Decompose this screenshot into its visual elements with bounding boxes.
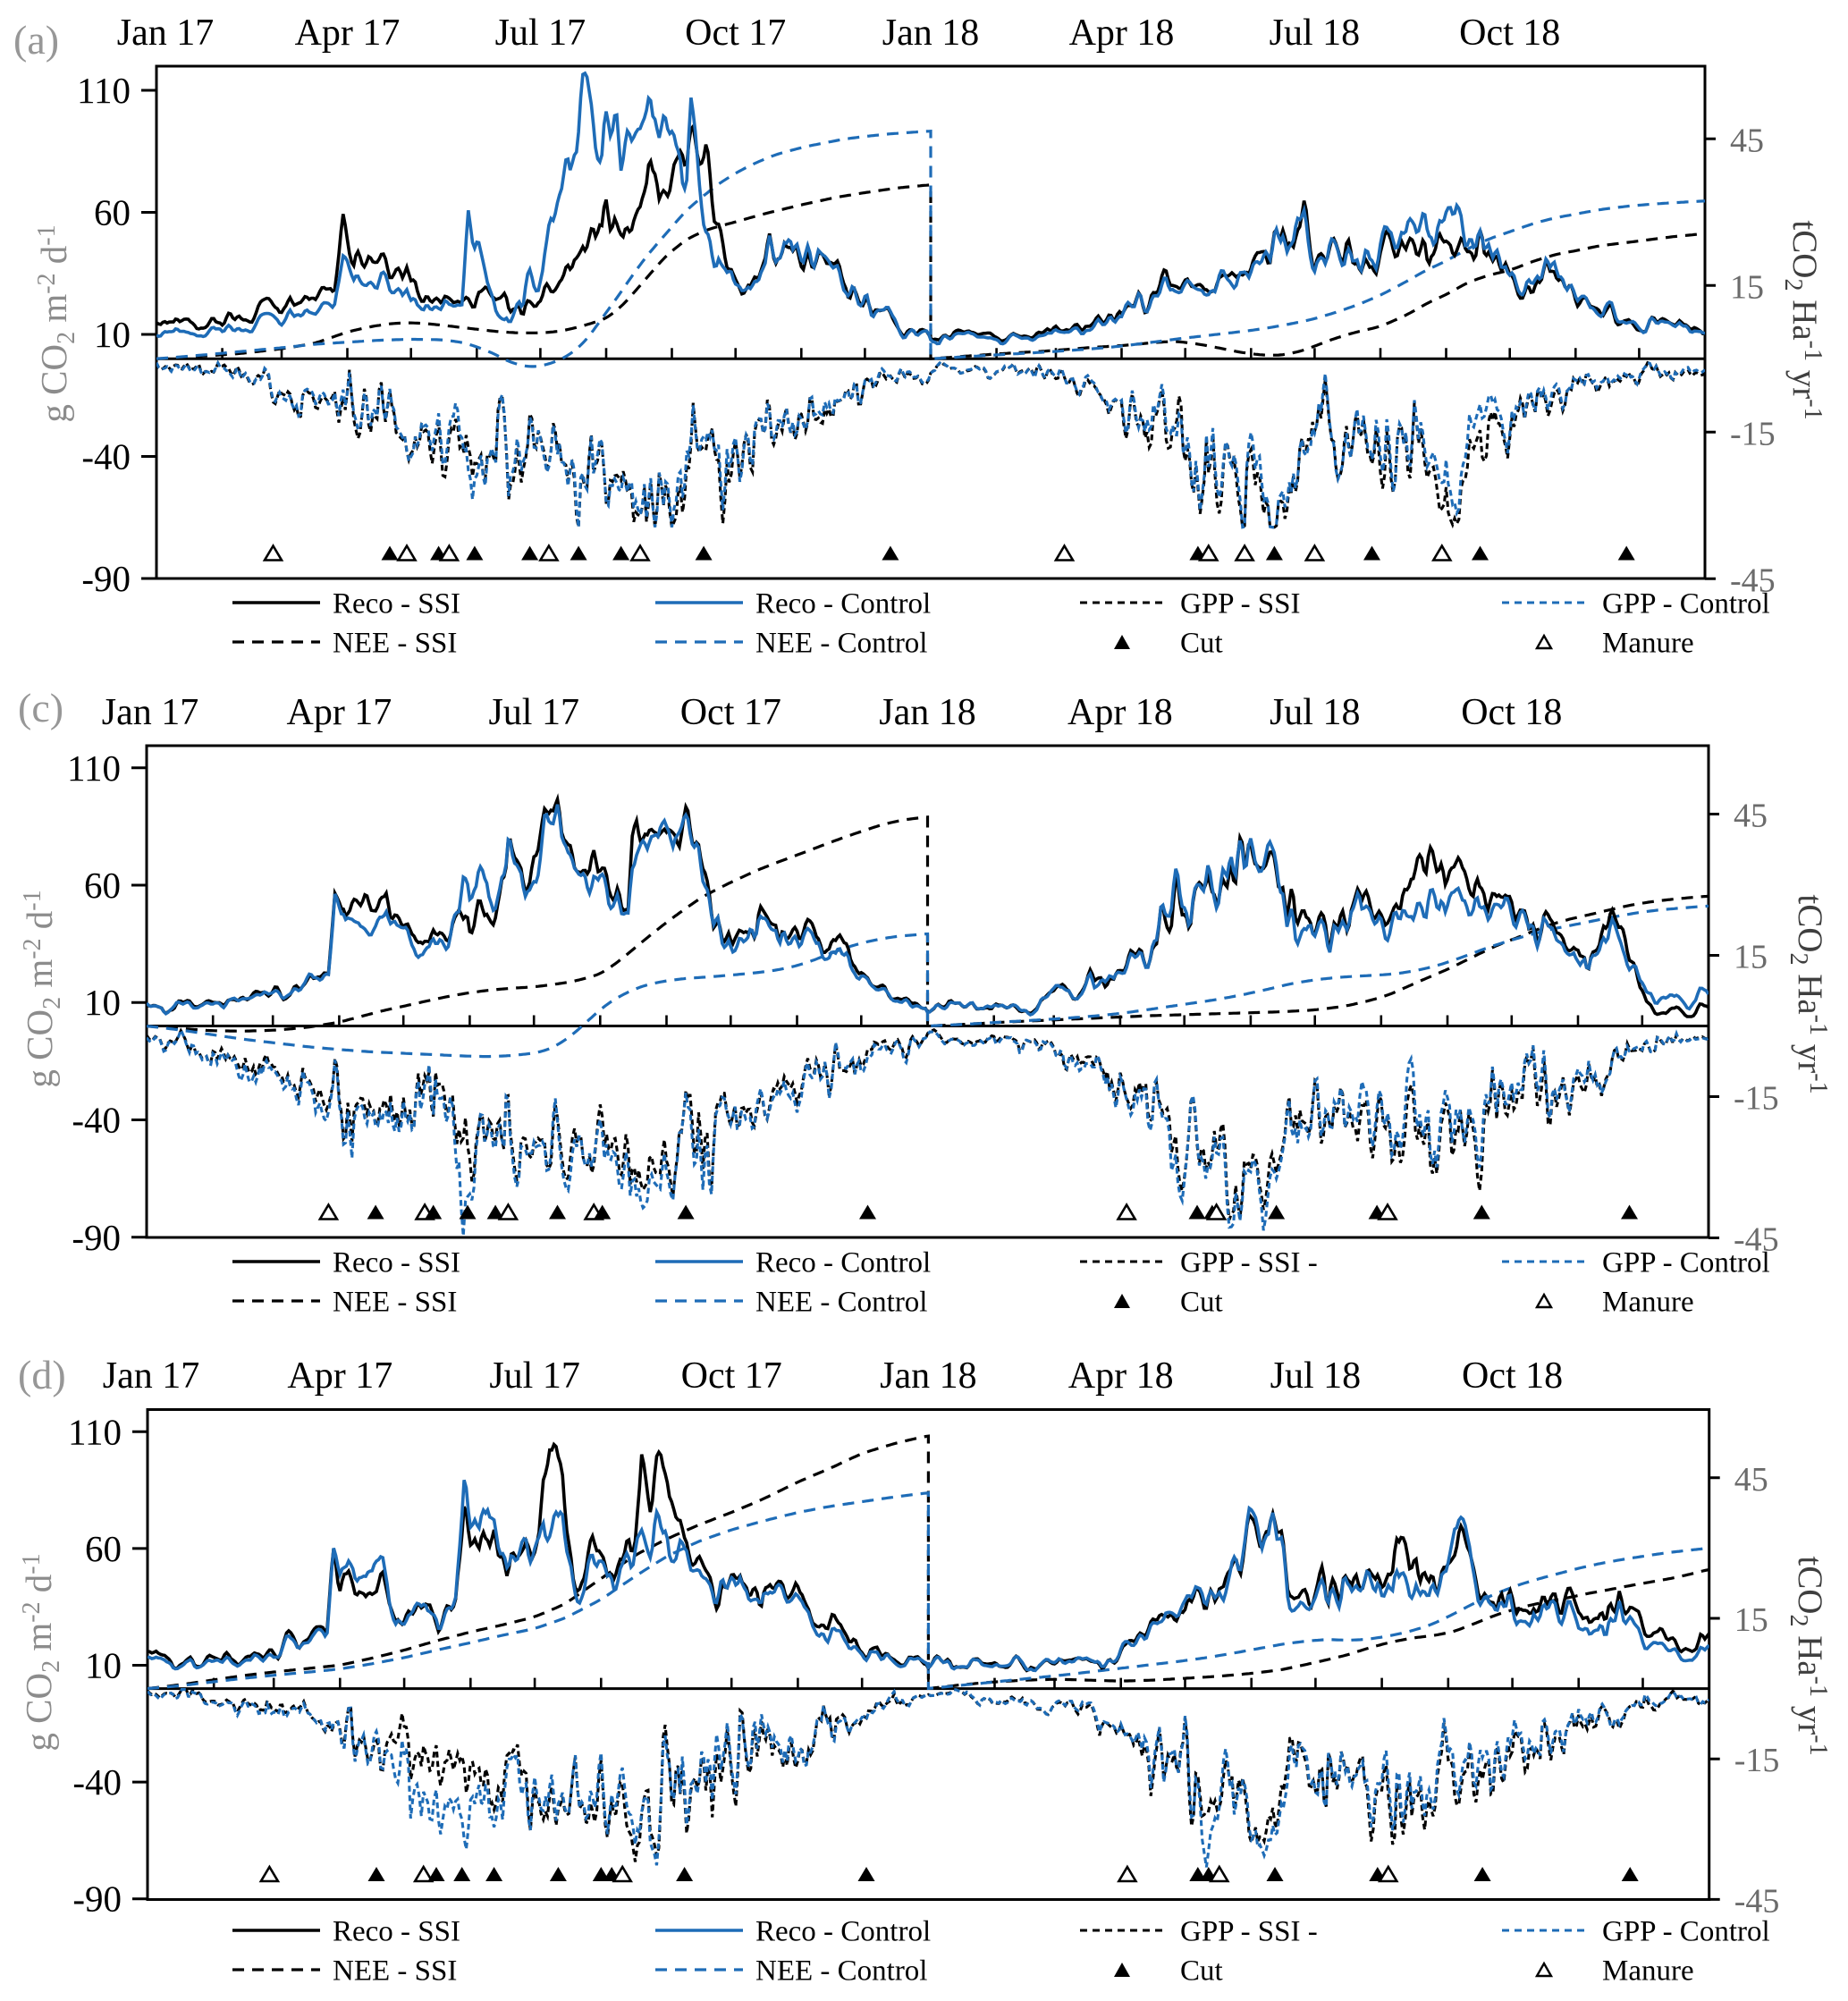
svg-text:Manure: Manure bbox=[1602, 628, 1694, 660]
svg-text:-45: -45 bbox=[1730, 561, 1776, 599]
svg-text:g CO2 m-2 d-1: g CO2 m-2 d-1 bbox=[18, 1553, 65, 1751]
svg-text:GPP - Control: GPP - Control bbox=[1602, 1247, 1770, 1279]
svg-text:110: 110 bbox=[77, 70, 131, 111]
svg-text:-90: -90 bbox=[72, 1879, 122, 1920]
svg-text:Jul 17: Jul 17 bbox=[495, 13, 586, 54]
svg-text:45: 45 bbox=[1734, 798, 1768, 835]
svg-text:Cut: Cut bbox=[1180, 1287, 1223, 1319]
svg-text:-15: -15 bbox=[1734, 1080, 1779, 1118]
svg-text:NEE - SSI: NEE - SSI bbox=[333, 628, 457, 660]
svg-text:GPP - Control: GPP - Control bbox=[1602, 588, 1770, 621]
svg-text:Jul 17: Jul 17 bbox=[488, 692, 579, 733]
svg-text:(d): (d) bbox=[18, 1352, 66, 1397]
svg-text:-40: -40 bbox=[72, 1100, 121, 1141]
svg-text:NEE - Control: NEE - Control bbox=[755, 628, 927, 660]
svg-text:Reco - Control: Reco - Control bbox=[755, 588, 931, 621]
svg-text:Jul 18: Jul 18 bbox=[1270, 1355, 1362, 1397]
svg-text:NEE - SSI: NEE - SSI bbox=[333, 1287, 457, 1319]
svg-text:g CO2 m-2 d-1: g CO2 m-2 d-1 bbox=[19, 890, 66, 1087]
svg-text:Manure: Manure bbox=[1602, 1955, 1694, 1988]
svg-text:Oct 17: Oct 17 bbox=[680, 692, 781, 733]
svg-text:Reco - Control: Reco - Control bbox=[755, 1916, 931, 1948]
svg-text:Oct 18: Oct 18 bbox=[1459, 13, 1560, 54]
svg-text:Jan 18: Jan 18 bbox=[882, 13, 980, 54]
svg-text:Jan 17: Jan 17 bbox=[103, 1355, 200, 1397]
svg-text:110: 110 bbox=[68, 1411, 122, 1452]
svg-text:Jul 18: Jul 18 bbox=[1270, 692, 1361, 733]
svg-text:60: 60 bbox=[94, 192, 131, 233]
svg-text:Apr 17: Apr 17 bbox=[287, 1355, 392, 1397]
svg-text:NEE - Control: NEE - Control bbox=[755, 1287, 927, 1319]
svg-text:Oct 18: Oct 18 bbox=[1462, 1355, 1563, 1397]
svg-text:Apr 17: Apr 17 bbox=[286, 692, 392, 733]
svg-text:-15: -15 bbox=[1734, 1742, 1780, 1779]
svg-text:-90: -90 bbox=[81, 558, 131, 599]
svg-text:Cut: Cut bbox=[1180, 628, 1223, 660]
svg-text:Apr 18: Apr 18 bbox=[1068, 1355, 1174, 1397]
svg-text:Apr 18: Apr 18 bbox=[1069, 13, 1175, 54]
svg-text:Jan 18: Jan 18 bbox=[880, 1355, 977, 1397]
svg-text:Cut: Cut bbox=[1180, 1955, 1223, 1988]
svg-text:Apr 17: Apr 17 bbox=[295, 13, 401, 54]
svg-text:10: 10 bbox=[94, 314, 131, 355]
svg-text:60: 60 bbox=[84, 865, 121, 906]
svg-text:g CO2 m-2 d-1: g CO2 m-2 d-1 bbox=[33, 224, 80, 422]
svg-text:(c): (c) bbox=[18, 685, 63, 730]
svg-text:15: 15 bbox=[1730, 268, 1764, 306]
svg-text:tCO2 Ha-1 yr-1: tCO2 Ha-1 yr-1 bbox=[1785, 894, 1832, 1093]
svg-text:tCO2 Ha-1 yr-1: tCO2 Ha-1 yr-1 bbox=[1779, 220, 1827, 419]
svg-text:45: 45 bbox=[1730, 122, 1764, 159]
svg-text:45: 45 bbox=[1734, 1461, 1768, 1499]
svg-text:-40: -40 bbox=[81, 436, 131, 477]
svg-text:Reco - SSI: Reco - SSI bbox=[333, 1247, 460, 1279]
svg-text:NEE - Control: NEE - Control bbox=[755, 1955, 927, 1988]
svg-text:Oct 18: Oct 18 bbox=[1461, 692, 1562, 733]
svg-text:10: 10 bbox=[84, 982, 121, 1023]
svg-text:60: 60 bbox=[85, 1528, 122, 1569]
svg-text:-90: -90 bbox=[72, 1217, 121, 1258]
svg-text:-45: -45 bbox=[1734, 1221, 1779, 1259]
svg-text:(a): (a) bbox=[13, 17, 59, 63]
svg-text:Reco - Control: Reco - Control bbox=[755, 1247, 931, 1279]
svg-text:15: 15 bbox=[1734, 939, 1768, 976]
svg-text:GPP - Control: GPP - Control bbox=[1602, 1916, 1770, 1948]
svg-text:Reco - SSI: Reco - SSI bbox=[333, 1916, 460, 1948]
svg-text:Jul 18: Jul 18 bbox=[1270, 13, 1361, 54]
svg-text:10: 10 bbox=[85, 1645, 122, 1686]
svg-text:tCO2 Ha-1 yr-1: tCO2 Ha-1 yr-1 bbox=[1785, 1556, 1832, 1755]
svg-text:GPP - SSI -: GPP - SSI - bbox=[1180, 1247, 1318, 1279]
svg-text:GPP - SSI: GPP - SSI bbox=[1180, 588, 1301, 621]
svg-text:15: 15 bbox=[1734, 1601, 1768, 1639]
svg-text:-45: -45 bbox=[1734, 1882, 1780, 1920]
svg-text:GPP - SSI -: GPP - SSI - bbox=[1180, 1916, 1318, 1948]
svg-text:Jul 17: Jul 17 bbox=[489, 1355, 580, 1397]
svg-text:Jan 17: Jan 17 bbox=[117, 13, 215, 54]
svg-text:Reco - SSI: Reco - SSI bbox=[333, 588, 460, 621]
svg-text:-40: -40 bbox=[72, 1761, 122, 1803]
svg-text:Apr 18: Apr 18 bbox=[1067, 692, 1173, 733]
svg-text:Oct 17: Oct 17 bbox=[681, 1355, 782, 1397]
svg-text:Jan 17: Jan 17 bbox=[102, 692, 199, 733]
svg-text:Jan 18: Jan 18 bbox=[879, 692, 976, 733]
svg-text:-15: -15 bbox=[1730, 415, 1776, 452]
svg-text:Manure: Manure bbox=[1602, 1287, 1694, 1319]
svg-text:NEE - SSI: NEE - SSI bbox=[333, 1955, 457, 1988]
svg-text:Oct 17: Oct 17 bbox=[685, 13, 786, 54]
svg-text:110: 110 bbox=[67, 747, 121, 789]
